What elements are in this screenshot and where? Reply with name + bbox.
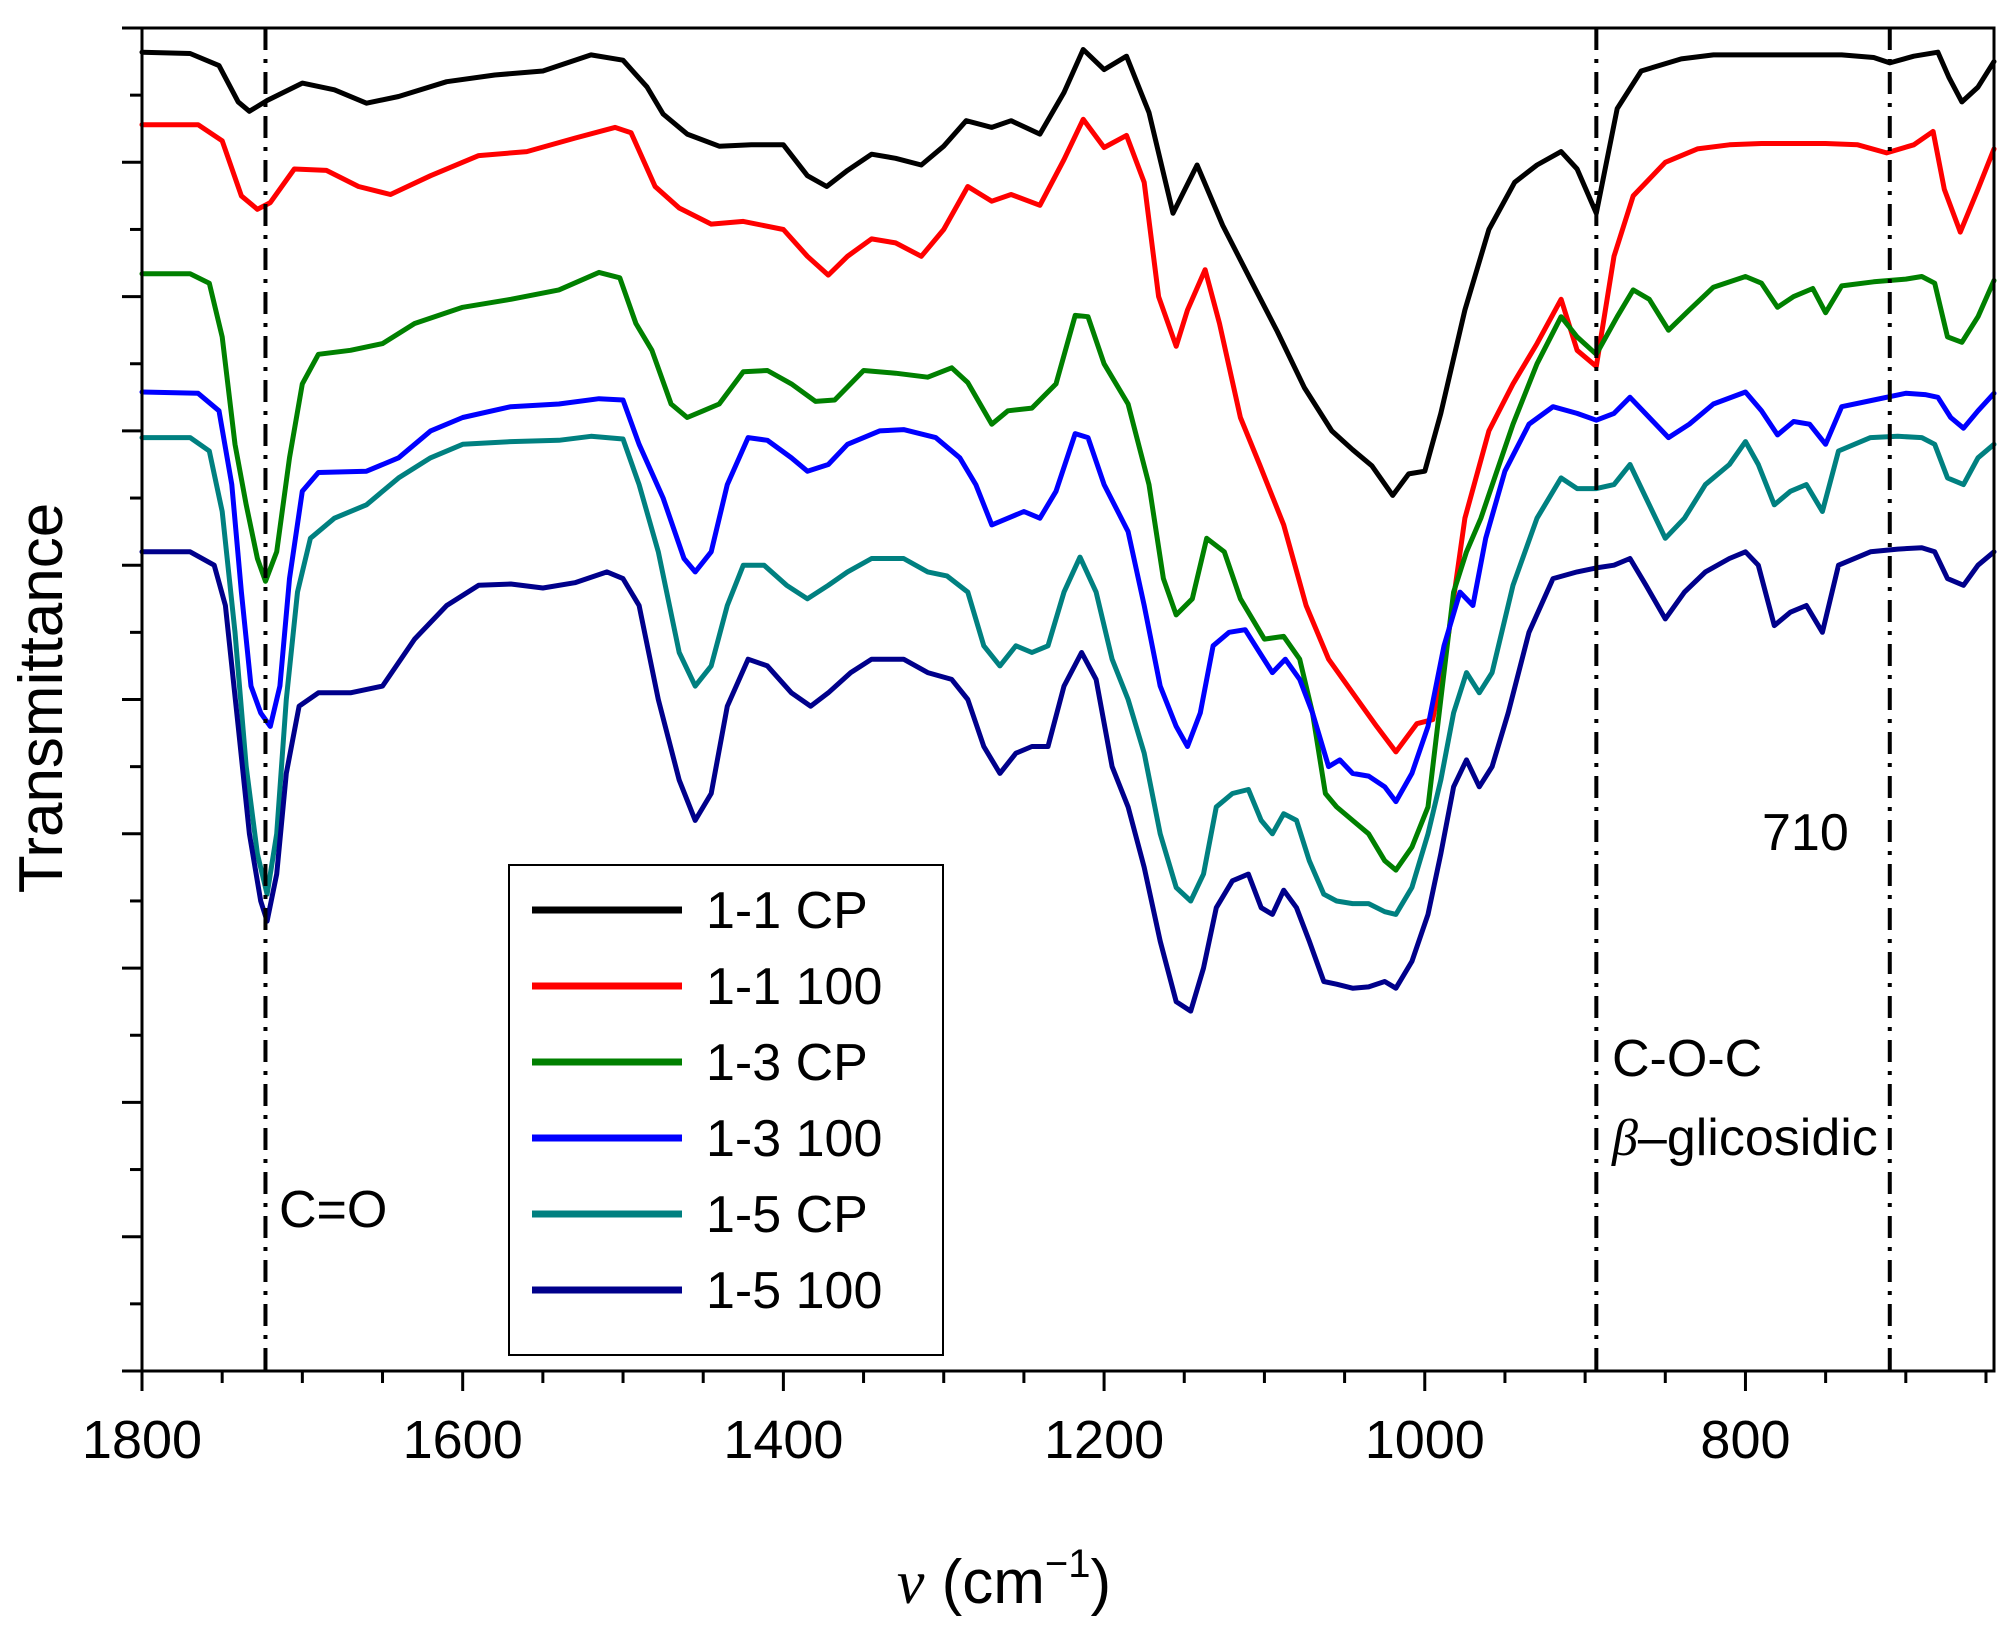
axis-ticks-group: 1800 1600 1400 1200 1000 800 <box>82 26 1988 1470</box>
series-line-1-3-100 <box>139 389 1997 805</box>
beta-symbol: β <box>1611 1110 1638 1167</box>
x-axis-nu-symbol: ν <box>897 1549 925 1617</box>
annotation-c-o-c: C-O-C <box>1612 1030 1762 1088</box>
legend-label-1-3-cp: 1-3 CP <box>706 1034 868 1092</box>
x-tick-label-1800: 1800 <box>82 1410 202 1470</box>
x-tick-label-1200: 1200 <box>1044 1410 1164 1470</box>
legend-label-1-1-100: 1-1 100 <box>706 958 882 1016</box>
x-tick-label-1600: 1600 <box>403 1410 523 1470</box>
glicosidic-text: –glicosidic <box>1638 1109 1878 1167</box>
x-tick-label-1000: 1000 <box>1365 1410 1485 1470</box>
x-axis-unit-close: ) <box>1091 1548 1112 1617</box>
legend: 1-1 CP 1-1 100 1-3 CP 1-3 100 1-5 CP 1-5… <box>508 864 944 1356</box>
annotation-carbonyl: C=O <box>279 1181 387 1239</box>
series-line-1-3-cp <box>139 269 1997 873</box>
x-tick-label-800: 800 <box>1700 1410 1790 1470</box>
legend-label-1-3-100: 1-3 100 <box>706 1110 882 1168</box>
legend-label-1-5-cp: 1-5 CP <box>706 1186 868 1244</box>
x-axis-unit-exponent: −1 <box>1045 1542 1091 1586</box>
x-axis-unit-open: (cm <box>924 1548 1045 1617</box>
spectra-series-group <box>139 47 1997 1014</box>
plot-frame <box>140 26 1996 1373</box>
y-axis-title: Transmittance <box>7 503 76 894</box>
legend-label-1-5-100: 1-5 100 <box>706 1262 882 1320</box>
series-line-1-1-100 <box>139 116 1997 755</box>
legend-label-1-1-cp: 1-1 CP <box>706 882 868 940</box>
reference-lines-group <box>263 28 1892 1371</box>
x-axis-title: ν (cm−1) <box>897 1542 1111 1617</box>
annotation-beta-glicosidic: β–glicosidic <box>1611 1109 1878 1167</box>
series-line-1-1-cp <box>139 47 1997 498</box>
series-line-1-5-cp <box>139 433 1997 917</box>
x-tick-label-1400: 1400 <box>723 1410 843 1470</box>
annotation-710: 710 <box>1762 804 1849 862</box>
series-line-1-5-100 <box>139 545 1997 1014</box>
legend-box <box>508 864 944 1356</box>
